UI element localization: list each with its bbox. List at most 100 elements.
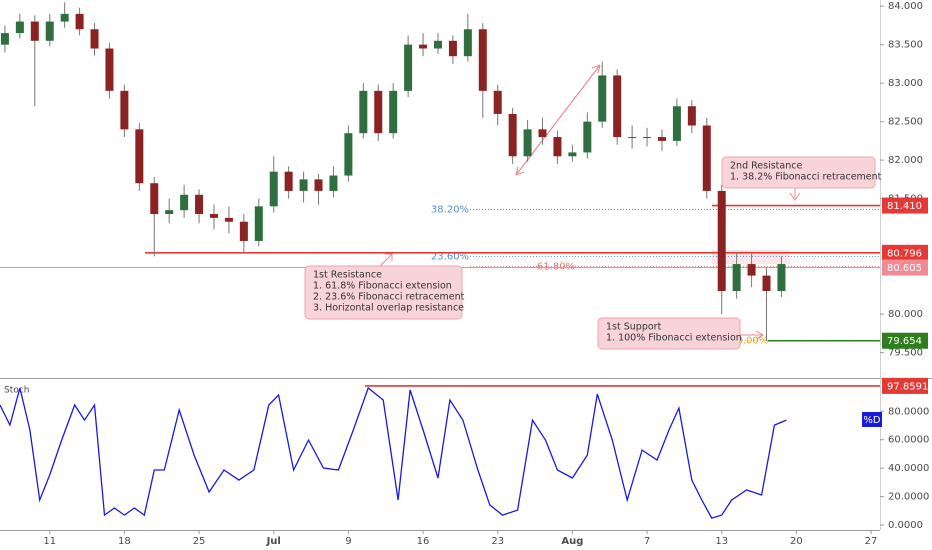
candle-body xyxy=(195,194,204,215)
candle-body xyxy=(538,129,547,138)
candle-body xyxy=(583,121,592,153)
x-tick-label: Jul xyxy=(266,536,281,547)
x-tick-label: 13 xyxy=(715,536,728,547)
annotation-text: 3. Horizontal overlap resistance xyxy=(313,303,464,314)
candle-body xyxy=(762,275,771,292)
annotation-text: 1. 100% Fibonacci extension xyxy=(606,333,742,344)
price-tag xyxy=(882,197,928,214)
y-tick-label: 82.000 xyxy=(888,155,923,166)
candle-body xyxy=(344,133,353,176)
candle-body xyxy=(224,217,233,222)
candle-body xyxy=(60,13,69,22)
candle-body xyxy=(15,21,24,34)
candle-body xyxy=(448,40,457,57)
candle-body xyxy=(374,90,383,134)
candle-body xyxy=(389,90,398,134)
price-tag-label: 80.796 xyxy=(887,248,922,259)
candle-body xyxy=(180,194,189,211)
price-tag xyxy=(882,377,928,394)
candle-body xyxy=(75,13,84,30)
x-tick-label: Aug xyxy=(561,536,583,547)
candle-body xyxy=(269,171,278,207)
y-tick-label: 40.0000 xyxy=(888,463,929,474)
candle-body xyxy=(568,152,577,157)
annotation-box xyxy=(721,156,876,189)
y-tick-label: 80.000 xyxy=(888,309,923,320)
candle-body xyxy=(209,214,218,218)
price-tag-label: 80.605 xyxy=(887,263,922,274)
candle-body xyxy=(239,221,248,241)
price-tag-label: 79.654 xyxy=(887,336,922,347)
fib-label: 61.80% xyxy=(537,261,575,272)
candle-body xyxy=(254,206,263,241)
candle-body xyxy=(687,106,696,126)
candle-body xyxy=(329,175,338,191)
candle-body xyxy=(777,264,786,292)
trend-arrow xyxy=(515,64,601,176)
candle-body xyxy=(478,29,487,91)
candle-body xyxy=(508,113,517,157)
candle-body xyxy=(120,90,129,130)
price-tag xyxy=(882,244,928,261)
price-tag xyxy=(882,332,928,349)
candle-body xyxy=(598,75,607,122)
legend-label: %D xyxy=(863,415,881,426)
candle-body xyxy=(284,171,293,191)
candle-body xyxy=(672,106,681,141)
y-tick-label: 0.0000 xyxy=(888,520,923,531)
annotation-box xyxy=(304,265,463,320)
candle-body xyxy=(419,44,428,49)
y-tick-label: 79.500 xyxy=(888,348,923,359)
x-tick-label: 7 xyxy=(644,536,650,547)
x-tick-label: 27 xyxy=(865,536,878,547)
candle-body xyxy=(299,179,308,191)
candle-body xyxy=(643,137,652,139)
candle-body xyxy=(628,137,637,139)
candle-body xyxy=(717,190,726,292)
x-tick-label: 16 xyxy=(417,536,430,547)
candle-body xyxy=(0,33,9,45)
annotation-text: 1. 38.2% Fibonacci retracement xyxy=(730,172,882,183)
y-tick-label: 83.500 xyxy=(888,40,923,51)
y-tick-label: 84.000 xyxy=(888,1,923,12)
candle-body xyxy=(45,21,54,41)
candle-body xyxy=(105,48,114,91)
candle-body xyxy=(150,183,159,215)
pane-title: Stoch xyxy=(4,386,29,396)
price-tag xyxy=(882,259,928,276)
x-tick-label: 25 xyxy=(193,536,206,547)
annotation-text: 2nd Resistance xyxy=(730,161,802,172)
candle-body xyxy=(135,129,144,184)
fib-label: 38.20% xyxy=(431,204,469,215)
candle-body xyxy=(553,137,562,157)
candle-body xyxy=(359,90,368,134)
x-tick-label: 11 xyxy=(43,536,56,547)
callout-arrows xyxy=(379,188,801,340)
candle-body xyxy=(657,137,666,141)
candle-body xyxy=(404,44,413,91)
candle-body xyxy=(314,179,323,191)
annotation-text: 2. 23.6% Fibonacci retracement xyxy=(313,292,465,303)
x-tick-label: 18 xyxy=(118,536,131,547)
x-tick-label: 20 xyxy=(790,536,803,547)
candle-body xyxy=(165,210,174,215)
stoch-line xyxy=(0,386,787,519)
candle-body xyxy=(747,264,756,276)
candle-body xyxy=(433,40,442,49)
x-tick-label: 23 xyxy=(491,536,504,547)
y-tick-label: 60.0000 xyxy=(888,435,929,446)
annotation-text: 1st Resistance xyxy=(313,270,382,281)
y-tick-label: 20.0000 xyxy=(888,492,929,503)
y-tick-label: 80.0000 xyxy=(888,406,929,417)
price-tag-label: 81.410 xyxy=(887,201,922,212)
fib-label: 23.60% xyxy=(431,251,469,262)
x-tick-label: 9 xyxy=(345,536,351,547)
annotation-box xyxy=(597,317,741,350)
annotation-text: 1st Support xyxy=(606,322,662,333)
candle-body xyxy=(30,21,39,41)
legend-box xyxy=(862,412,882,427)
candle-body xyxy=(523,129,532,157)
y-tick-label: 82.500 xyxy=(888,117,923,128)
